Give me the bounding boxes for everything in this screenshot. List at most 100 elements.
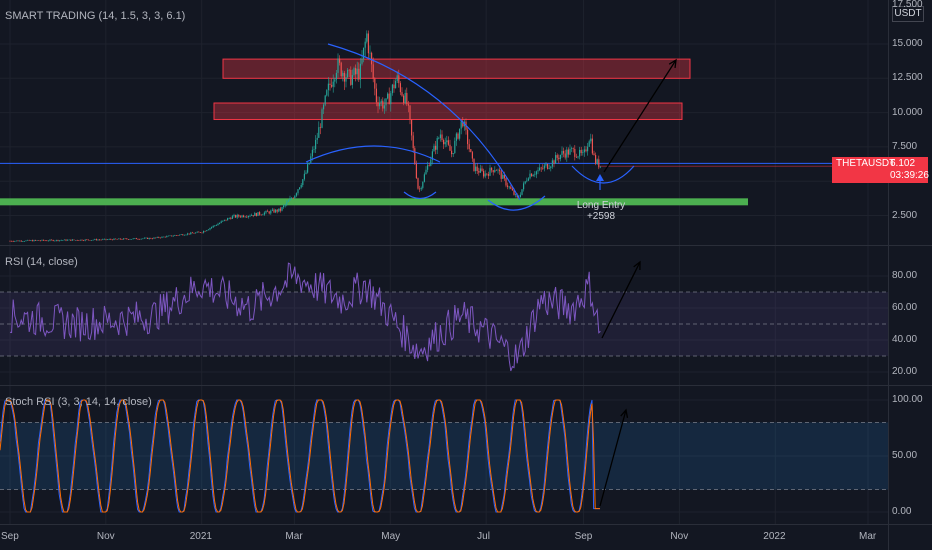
candle-body [411, 119, 413, 136]
candle-body [25, 240, 27, 242]
candle-body [447, 140, 449, 145]
candle-body [409, 105, 411, 120]
candle-body [283, 205, 285, 208]
candle-body [119, 238, 121, 240]
candle-body [375, 88, 377, 103]
candle-body [382, 100, 384, 109]
rsi-axis-tick: 60.00 [892, 302, 918, 313]
candle-body [99, 239, 101, 241]
candle-body [174, 235, 176, 236]
candle-body [281, 207, 283, 211]
candle-body [209, 228, 211, 230]
candle-body [206, 230, 208, 232]
candle-body [507, 185, 509, 187]
candle-body [372, 64, 374, 79]
stoch-axis-tick: 50.00 [892, 450, 918, 461]
candle-body [153, 237, 155, 239]
candle-body [55, 239, 57, 241]
candle-body [419, 188, 421, 190]
candle-body [193, 233, 195, 234]
candle-body [332, 81, 334, 87]
candle-body [244, 216, 246, 218]
candle-body [593, 153, 595, 156]
candle-body [532, 175, 534, 177]
candle-body [383, 105, 385, 109]
candle-body [535, 171, 537, 175]
candle-body [295, 193, 297, 196]
candle-body [315, 139, 317, 150]
candle-body [479, 168, 481, 173]
candle-body [580, 149, 582, 154]
candle-body [455, 133, 457, 141]
price-axis-tick: 2.500 [892, 209, 918, 221]
candle-body [222, 220, 224, 222]
candle-body [23, 241, 25, 242]
candle-body [158, 237, 160, 238]
candle-body [529, 173, 531, 179]
candle-body [46, 240, 48, 242]
time-axis-tick: Mar [285, 531, 303, 542]
candle-body [33, 240, 35, 242]
support-zone [0, 162, 888, 206]
candle-body [89, 240, 91, 241]
candle-body [366, 33, 368, 42]
candle-body [598, 159, 600, 168]
candle-body [307, 164, 309, 173]
candle-body [86, 239, 88, 241]
candle-body [100, 239, 102, 241]
candle-body [294, 195, 296, 199]
candle-body [497, 169, 499, 171]
candle-body [148, 237, 150, 239]
candle-body [255, 213, 257, 216]
candle-body [513, 190, 515, 195]
candle-body [172, 235, 174, 237]
candle-body [595, 155, 597, 164]
price-axis-tick: 17.500 [892, 0, 923, 10]
candle-body [87, 239, 89, 241]
candle-body [78, 240, 80, 241]
candle-body [180, 234, 182, 235]
candle-body [420, 187, 422, 190]
candle-body [124, 238, 126, 240]
candle-body [108, 239, 110, 240]
candle-body [169, 235, 171, 237]
candle-body [454, 140, 456, 154]
candle-body [537, 170, 539, 172]
candle-body [116, 239, 118, 240]
candle-body [350, 69, 352, 85]
candle-body [302, 179, 304, 186]
candle-body [515, 194, 517, 195]
candle-body [249, 215, 251, 217]
rsi-line [9, 262, 601, 372]
candle-body [167, 235, 169, 237]
candle-body [41, 239, 43, 241]
candle-body [118, 238, 120, 240]
candle-body [303, 173, 305, 180]
candle-body [211, 227, 213, 229]
candle-body [292, 198, 294, 199]
candle-body [599, 166, 601, 168]
candle-body [406, 92, 408, 105]
candle-body [129, 239, 131, 240]
candle-body [316, 137, 318, 140]
candle-body [191, 232, 193, 234]
candle-body [110, 239, 112, 240]
candle-body [52, 239, 54, 241]
candle-body [582, 152, 584, 154]
currency-button[interactable]: USDT [892, 6, 924, 22]
support-bar [0, 198, 748, 206]
candle-body [140, 238, 142, 240]
candle-body [187, 233, 189, 235]
candle-body [457, 133, 459, 139]
candle-body [511, 188, 513, 191]
rsi-pane [0, 262, 888, 372]
candle-body [270, 210, 272, 214]
candle-body [446, 140, 448, 143]
candle-body [331, 85, 333, 87]
candle-body [251, 215, 253, 216]
bottom-arc [403, 191, 437, 200]
candle-body [377, 102, 379, 107]
candle-body [239, 216, 241, 218]
candle-body [20, 240, 22, 242]
